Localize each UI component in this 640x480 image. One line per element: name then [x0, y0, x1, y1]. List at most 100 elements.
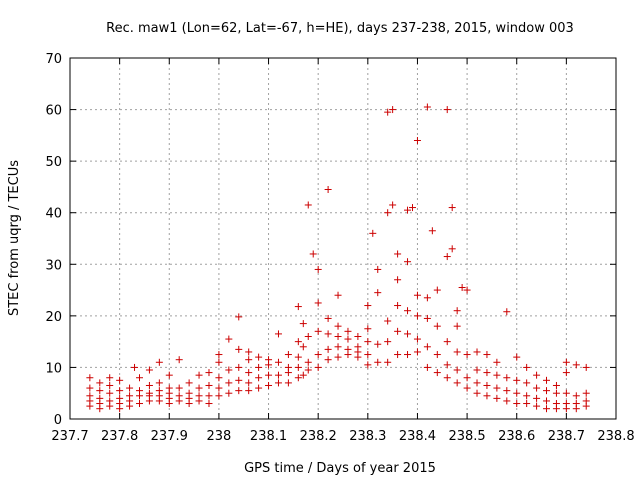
data-point [533, 385, 540, 392]
data-point [384, 359, 391, 366]
data-point [86, 385, 93, 392]
data-point [126, 392, 133, 399]
data-point [325, 186, 332, 193]
data-point [374, 289, 381, 296]
x-tick-label: 238.1 [250, 429, 287, 444]
data-point [434, 351, 441, 358]
x-tick-label: 237.9 [151, 429, 188, 444]
data-point [136, 400, 143, 407]
data-point [344, 336, 351, 343]
data-point [315, 299, 322, 306]
data-point [583, 390, 590, 397]
data-point [454, 379, 461, 386]
data-point [583, 397, 590, 404]
data-point [414, 348, 421, 355]
data-point [245, 369, 252, 376]
data-point [295, 338, 302, 345]
data-point [225, 379, 232, 386]
x-tick-label: 237.7 [51, 429, 88, 444]
data-point [474, 390, 481, 397]
y-axis-label: STEC from uqrg / TECUs [7, 160, 22, 316]
data-point [414, 336, 421, 343]
data-point [116, 387, 123, 394]
data-point [434, 287, 441, 294]
data-point [156, 387, 163, 394]
data-point [275, 330, 282, 337]
data-point [295, 364, 302, 371]
x-tick-label: 238.4 [399, 429, 436, 444]
data-point [404, 307, 411, 314]
data-point [513, 400, 520, 407]
data-point [563, 390, 570, 397]
data-point [196, 372, 203, 379]
data-point [196, 385, 203, 392]
data-point [325, 330, 332, 337]
data-point [315, 351, 322, 358]
data-point [245, 356, 252, 363]
data-point [300, 343, 307, 350]
data-point [116, 395, 123, 402]
data-point [225, 390, 232, 397]
data-point [513, 354, 520, 361]
data-point [444, 253, 451, 260]
data-point [275, 372, 282, 379]
data-point [354, 343, 361, 350]
data-point [493, 385, 500, 392]
data-point [136, 387, 143, 394]
data-point [523, 364, 530, 371]
data-point [305, 201, 312, 208]
data-point [429, 227, 436, 234]
y-tick-label: 60 [45, 104, 62, 119]
data-point [449, 245, 456, 252]
data-point [394, 351, 401, 358]
data-point [369, 230, 376, 237]
data-point [503, 387, 510, 394]
grid-lines [70, 58, 616, 419]
data-point [255, 354, 262, 361]
data-point [156, 379, 163, 386]
data-point [205, 400, 212, 407]
data-point [523, 392, 530, 399]
data-point [493, 372, 500, 379]
data-point [533, 395, 540, 402]
data-point [404, 351, 411, 358]
data-point [215, 385, 222, 392]
data-point [503, 308, 510, 315]
data-point [106, 390, 113, 397]
y-tick-label: 20 [45, 310, 62, 325]
data-point [513, 390, 520, 397]
data-point [315, 266, 322, 273]
data-point [215, 392, 222, 399]
data-point [404, 330, 411, 337]
x-tick-label: 237.8 [101, 429, 138, 444]
data-point [245, 379, 252, 386]
data-point [166, 372, 173, 379]
data-point [374, 359, 381, 366]
data-point [285, 351, 292, 358]
data-point [146, 382, 153, 389]
data-point [106, 374, 113, 381]
data-point [300, 320, 307, 327]
data-point [235, 387, 242, 394]
data-point [553, 382, 560, 389]
data-point [176, 356, 183, 363]
data-point [533, 403, 540, 410]
data-point [275, 379, 282, 386]
data-point [394, 250, 401, 257]
data-point [131, 364, 138, 371]
data-point [563, 400, 570, 407]
data-point [136, 374, 143, 381]
data-point [215, 351, 222, 358]
data-point [454, 367, 461, 374]
x-tick-label: 238.6 [498, 429, 535, 444]
data-point [205, 392, 212, 399]
data-point [335, 343, 342, 350]
data-point [96, 387, 103, 394]
data-point [414, 137, 421, 144]
data-point [424, 294, 431, 301]
data-point [106, 397, 113, 404]
data-point [573, 400, 580, 407]
data-point [573, 392, 580, 399]
data-point [176, 392, 183, 399]
y-tick-label: 50 [45, 155, 62, 170]
